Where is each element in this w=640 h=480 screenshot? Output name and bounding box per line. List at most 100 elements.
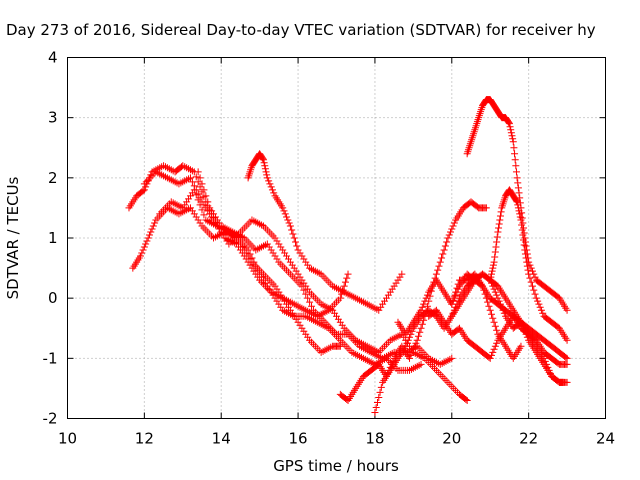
data-point xyxy=(336,318,344,326)
data-point xyxy=(260,159,268,167)
data-point xyxy=(448,300,456,308)
data-point xyxy=(198,180,206,188)
data-point xyxy=(489,261,497,269)
data-point xyxy=(286,222,294,230)
data-point xyxy=(490,258,498,266)
data-point xyxy=(235,243,243,251)
data-point xyxy=(142,183,150,191)
data-point xyxy=(512,197,520,205)
data-point xyxy=(487,351,495,359)
data-point xyxy=(283,252,291,260)
data-point xyxy=(246,261,254,269)
data-point xyxy=(267,183,275,191)
data-point xyxy=(246,250,254,258)
x-tick-label: 20 xyxy=(442,430,461,448)
data-point xyxy=(186,174,194,182)
data-point xyxy=(418,320,426,328)
data-point xyxy=(283,213,291,221)
y-axis-title: SDTVAR / TECUs xyxy=(4,176,22,299)
x-tick-label: 12 xyxy=(135,430,154,448)
data-point xyxy=(510,144,518,152)
data-point xyxy=(196,174,204,182)
data-point xyxy=(520,241,528,249)
data-point xyxy=(511,150,519,158)
data-point xyxy=(333,312,340,320)
data-point xyxy=(520,236,528,244)
data-point xyxy=(413,336,421,344)
data-point xyxy=(273,237,281,245)
data-point xyxy=(396,273,404,281)
data-point xyxy=(563,360,571,368)
y-tick-label: 1 xyxy=(48,229,58,247)
data-point xyxy=(186,192,194,200)
data-point xyxy=(388,285,396,293)
data-point xyxy=(512,168,520,176)
data-point xyxy=(261,162,269,170)
data-point xyxy=(512,162,520,170)
data-point xyxy=(394,276,402,284)
data-point xyxy=(279,246,287,254)
data-point xyxy=(139,187,147,195)
data-point xyxy=(417,360,425,368)
data-point xyxy=(436,258,444,266)
data-point xyxy=(518,226,526,234)
series-trace-12 xyxy=(486,186,571,344)
data-point xyxy=(491,253,499,261)
data-point xyxy=(406,333,414,341)
data-point xyxy=(308,302,316,310)
data-point xyxy=(269,249,277,257)
data-point xyxy=(495,297,503,305)
data-point xyxy=(340,282,348,290)
data-point xyxy=(417,324,425,332)
data-point xyxy=(441,242,449,250)
data-point xyxy=(304,333,312,341)
x-tick-label: 18 xyxy=(365,430,384,448)
data-point xyxy=(515,207,523,215)
data-point xyxy=(516,210,524,218)
data-point xyxy=(381,297,389,305)
data-point xyxy=(151,219,159,227)
data-point xyxy=(513,198,521,206)
data-point xyxy=(268,186,276,194)
data-point xyxy=(411,342,419,350)
data-point xyxy=(298,252,306,260)
data-point xyxy=(486,306,494,314)
y-tick-label: -1 xyxy=(43,349,58,367)
data-point xyxy=(377,383,385,391)
data-point xyxy=(423,291,431,299)
data-point xyxy=(485,302,493,310)
data-point xyxy=(288,261,296,269)
data-point xyxy=(493,291,501,299)
data-point xyxy=(493,326,501,334)
series-trace-5 xyxy=(194,168,456,368)
data-point xyxy=(198,206,206,214)
data-point xyxy=(524,266,532,274)
data-point xyxy=(489,264,497,272)
data-point xyxy=(434,266,442,274)
data-point xyxy=(292,238,300,246)
data-point xyxy=(284,216,292,224)
data-point xyxy=(277,303,285,311)
data-point xyxy=(371,408,379,416)
data-point xyxy=(563,378,571,386)
data-point xyxy=(288,226,296,234)
data-point xyxy=(485,275,493,283)
data-point xyxy=(202,192,210,200)
data-point xyxy=(530,286,538,294)
data-point xyxy=(296,273,304,281)
data-point xyxy=(343,274,351,282)
data-point xyxy=(528,282,536,290)
data-point xyxy=(497,208,505,216)
data-point xyxy=(196,201,204,209)
data-point xyxy=(273,297,281,305)
data-point xyxy=(452,288,460,296)
data-point xyxy=(531,290,539,298)
data-point xyxy=(507,126,515,134)
data-point xyxy=(406,354,414,362)
data-point xyxy=(200,193,208,201)
data-point xyxy=(514,204,522,212)
data-point xyxy=(284,303,292,311)
data-point xyxy=(432,270,440,278)
data-point xyxy=(535,300,543,308)
data-point xyxy=(491,248,499,256)
